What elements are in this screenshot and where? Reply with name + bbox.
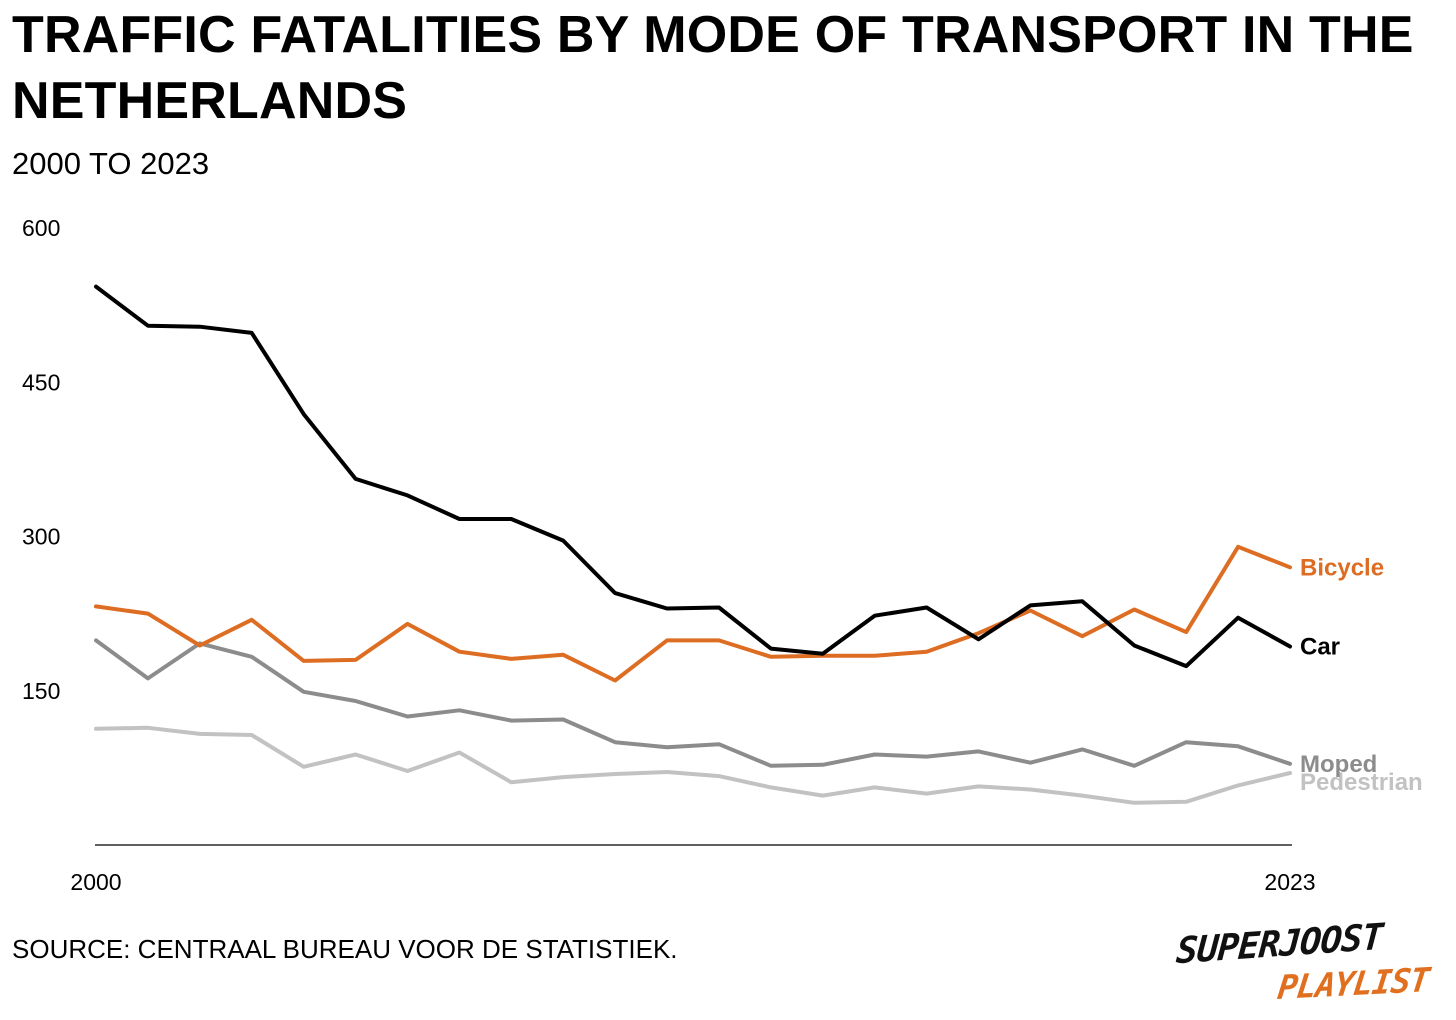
chart-title: TRAFFIC FATALITIES BY MODE OF TRANSPORT … [12,6,1414,130]
series-line-pedestrian [94,725,1292,805]
series-line-moped [94,638,1292,768]
x-tick-label-2000: 2000 [70,869,121,895]
y-tick-label-150: 150 [22,678,60,704]
chart-subtitle: 2000 TO 2023 [12,146,210,181]
series-label-pedestrian: Pedestrian [1300,769,1423,796]
series-line-car [94,284,1292,669]
source-note: SOURCE: CENTRAAL BUREAU VOOR DE STATISTI… [12,934,678,964]
x-axis: 2000 2023 [70,869,1315,895]
series-label-moped: Moped [1300,751,1377,778]
series-label-bicycle: Bicycle [1300,554,1384,581]
y-tick-label-300: 300 [22,524,60,550]
y-tick-label-450: 450 [22,369,60,395]
x-tick-label-2023: 2023 [1264,869,1315,895]
brand-logo: SUPERJOOST PLAYLIST [1170,917,1450,1008]
series-label-car: Car [1300,634,1340,661]
y-axis: 150 300 450 600 [22,215,60,704]
logo-word-playlist: PLAYLIST [1275,959,1432,1008]
series-line-bicycle [94,544,1292,683]
series-layer [94,284,1292,805]
y-tick-label-600: 600 [22,215,60,241]
